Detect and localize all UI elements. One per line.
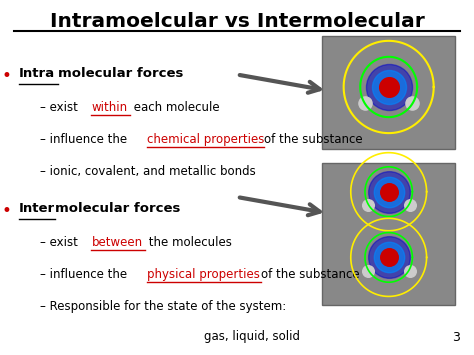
Text: gas, liquid, solid: gas, liquid, solid xyxy=(204,330,300,343)
Point xyxy=(385,255,392,260)
Point xyxy=(364,268,372,274)
Point xyxy=(385,189,392,195)
Text: of the substance: of the substance xyxy=(264,133,363,146)
Point xyxy=(385,189,392,195)
Text: each molecule: each molecule xyxy=(130,101,220,114)
Point xyxy=(361,100,369,106)
Point xyxy=(385,84,392,90)
Text: •: • xyxy=(2,67,12,86)
Text: •: • xyxy=(2,202,12,220)
Text: the molecules: the molecules xyxy=(145,236,232,249)
Point xyxy=(385,255,392,260)
Text: 3: 3 xyxy=(452,331,460,344)
Text: – influence the: – influence the xyxy=(40,133,131,146)
FancyBboxPatch shape xyxy=(322,36,455,149)
Text: molecular forces: molecular forces xyxy=(58,67,183,81)
Point xyxy=(409,100,416,106)
FancyBboxPatch shape xyxy=(322,163,455,305)
Point xyxy=(364,202,372,208)
Text: Intramoelcular vs Intermolecular: Intramoelcular vs Intermolecular xyxy=(50,12,424,32)
Text: between: between xyxy=(91,236,143,249)
Text: – ionic, covalent, and metallic bonds: – ionic, covalent, and metallic bonds xyxy=(40,165,256,178)
Point xyxy=(385,255,392,260)
Text: – exist: – exist xyxy=(40,236,82,249)
Text: molecular forces: molecular forces xyxy=(55,202,181,215)
Text: of the substance: of the substance xyxy=(261,268,359,281)
Point xyxy=(385,84,392,90)
Point xyxy=(385,189,392,195)
Text: Inter: Inter xyxy=(19,202,55,215)
Text: Intra: Intra xyxy=(19,67,55,81)
Point xyxy=(406,202,413,208)
Point xyxy=(385,84,392,90)
Text: physical properties: physical properties xyxy=(147,268,264,281)
Point xyxy=(406,268,413,274)
Text: within: within xyxy=(91,101,128,114)
Text: – Responsible for the state of the system:: – Responsible for the state of the syste… xyxy=(40,300,287,313)
Text: – influence the: – influence the xyxy=(40,268,131,281)
Text: – exist: – exist xyxy=(40,101,82,114)
Text: chemical properties: chemical properties xyxy=(147,133,268,146)
